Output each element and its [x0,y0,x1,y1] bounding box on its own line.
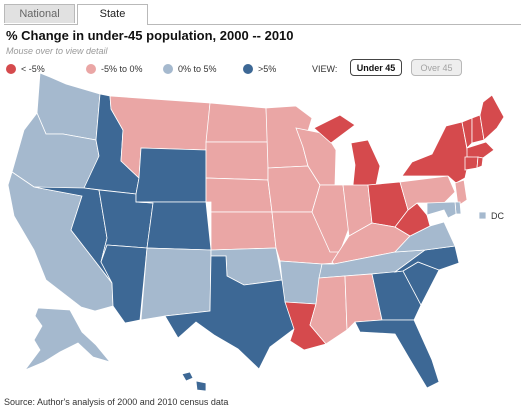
state-nd[interactable] [205,102,269,143]
map-subtitle: Mouse over to view detail [6,46,108,56]
state-dc[interactable] [478,211,487,220]
state-nj[interactable] [454,179,468,207]
state-fl[interactable] [354,319,440,389]
state-ri[interactable] [476,156,484,169]
state-md[interactable] [426,201,457,219]
under-45-button[interactable]: Under 45 [350,59,402,76]
tab-state[interactable]: State [77,4,148,25]
tab-bar: National State [4,4,521,25]
legend-swatch [243,64,253,74]
legend-label: -5% to 0% [101,64,143,74]
legend-swatch [86,64,96,74]
state-me[interactable] [479,94,505,141]
state-ma[interactable] [466,141,495,159]
source-note: Source: Author's analysis of 2000 and 20… [4,397,229,407]
view-label: VIEW: [312,64,338,74]
legend-label: 0% to 5% [178,64,217,74]
state-ak[interactable] [23,307,112,371]
state-ny[interactable] [401,121,470,184]
state-nm[interactable] [140,247,212,321]
state-ar[interactable] [279,260,323,305]
state-wy[interactable] [135,147,207,203]
legend-item-0-to-5: 0% to 5% [163,63,217,75]
legend-item-minus5-to-0: -5% to 0% [86,63,143,75]
legend-swatch [163,64,173,74]
legend-label: >5% [258,64,277,74]
legend-swatch [6,64,16,74]
state-sd[interactable] [205,141,269,181]
tab-national[interactable]: National [4,4,75,23]
legend-item-gt-5: >5% [243,63,276,75]
legend-label: < -5% [21,64,45,74]
state-ks[interactable] [210,211,277,251]
dc-label: DC [491,211,504,221]
state-hi[interactable] [181,371,207,392]
state-tx[interactable] [164,255,295,370]
over-45-button[interactable]: Over 45 [411,59,462,76]
map-title: % Change in under-45 population, 2000 --… [6,28,294,43]
state-ne[interactable] [205,177,273,213]
state-wa[interactable] [36,72,101,141]
legend-item-lt-minus5: < -5% [6,63,45,75]
state-ct[interactable] [464,156,479,171]
